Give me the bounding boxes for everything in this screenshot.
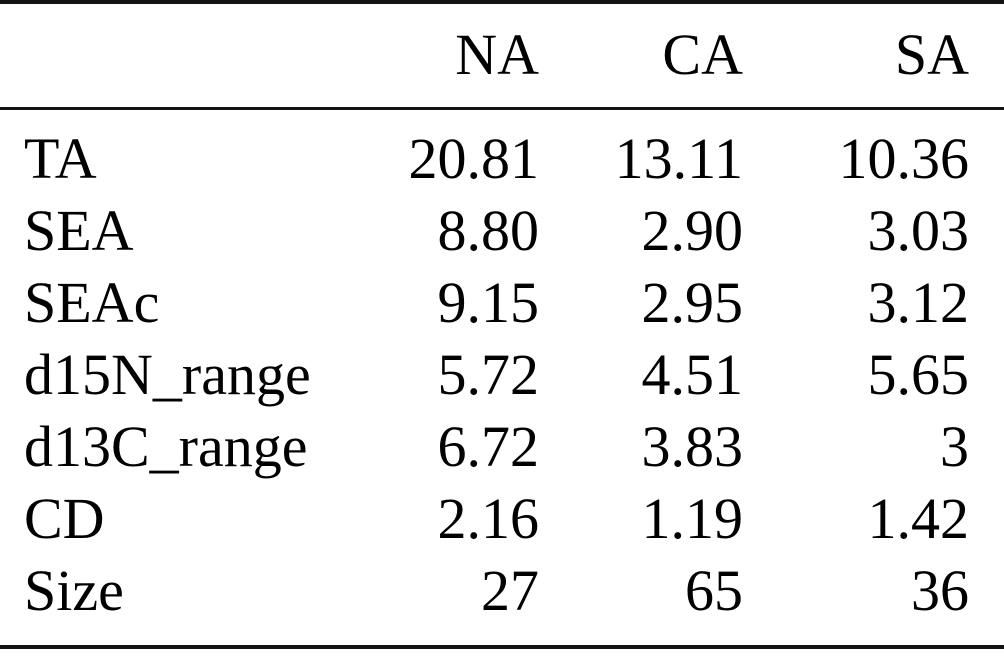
cell-value: 36 [911, 557, 969, 623]
table-row-d15n-range: d15N_range 5.72 4.51 5.65 [0, 339, 1004, 411]
cell-value: 13.11 [614, 125, 743, 191]
table-row-d13c-range: d13C_range 6.72 3.83 3 [0, 411, 1004, 483]
cell-value: 3.12 [867, 269, 970, 335]
cell-value: 2.16 [437, 485, 540, 551]
table-row-ta: TA 20.81 13.11 10.36 [0, 123, 1004, 195]
cell-value: 3.03 [867, 197, 970, 263]
row-label: d13C_range [24, 413, 308, 479]
table-row-size: Size 27 65 36 [0, 555, 1004, 627]
cell-value: 20.81 [408, 125, 540, 191]
row-label: SEA [24, 197, 134, 263]
row-label: TA [24, 125, 97, 191]
table-row-cd: CD 2.16 1.19 1.42 [0, 483, 1004, 555]
header-cell-empty [0, 2, 390, 108]
cell-value: 4.51 [641, 341, 744, 407]
row-label: Size [24, 557, 124, 623]
cell-value: 65 [685, 557, 743, 623]
spacer-row [0, 108, 1004, 123]
cell-value: 1.19 [641, 485, 744, 551]
header-cell-ca: CA [662, 22, 743, 88]
cell-value: 5.65 [867, 341, 970, 407]
spacer-row [0, 627, 1004, 647]
row-label: d15N_range [24, 341, 311, 407]
cell-value: 10.36 [838, 125, 970, 191]
row-label: SEAc [24, 269, 160, 335]
header-row: NA CA SA [0, 2, 1004, 108]
header-cell-na: NA [455, 22, 539, 88]
table-row-sea: SEA 8.80 2.90 3.03 [0, 195, 1004, 267]
cell-value: 3 [940, 413, 969, 479]
cell-value: 2.95 [641, 269, 744, 335]
header-cell-sa: SA [894, 22, 969, 88]
row-label: CD [24, 485, 105, 551]
cell-value: 3.83 [641, 413, 744, 479]
cell-value: 1.42 [867, 485, 970, 551]
table-row-seac: SEAc 9.15 2.95 3.12 [0, 267, 1004, 339]
table-header: NA CA SA [0, 2, 1004, 108]
cell-value: 5.72 [437, 341, 540, 407]
cell-value: 27 [481, 557, 539, 623]
table-body: TA 20.81 13.11 10.36 SEA 8.80 2.90 3.03 … [0, 108, 1004, 647]
cell-value: 6.72 [437, 413, 540, 479]
cell-value: 2.90 [641, 197, 744, 263]
cell-value: 9.15 [437, 269, 540, 335]
cell-value: 8.80 [437, 197, 540, 263]
